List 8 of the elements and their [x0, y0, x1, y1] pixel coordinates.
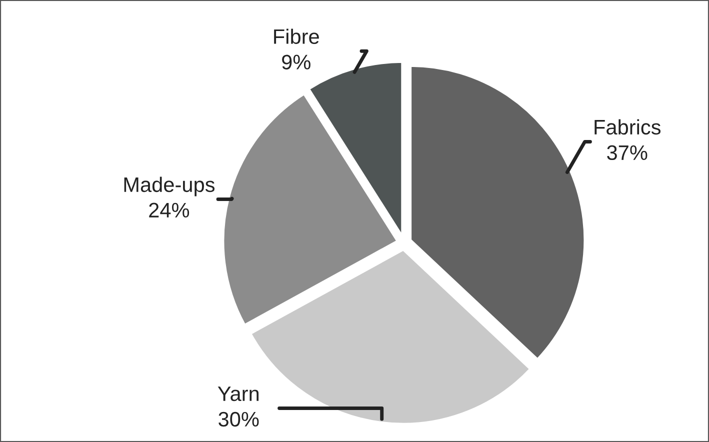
data-label: 30% — [218, 412, 259, 427]
slice-label: Fibre — [274, 28, 319, 44]
data-label: 9% — [282, 54, 310, 70]
data-label: 24% — [149, 202, 190, 218]
data-label: 37% — [607, 145, 648, 160]
slice-label: Yarn — [218, 386, 259, 402]
slice-label: Fabrics — [594, 119, 661, 135]
slice-label: Made-ups — [124, 176, 215, 196]
